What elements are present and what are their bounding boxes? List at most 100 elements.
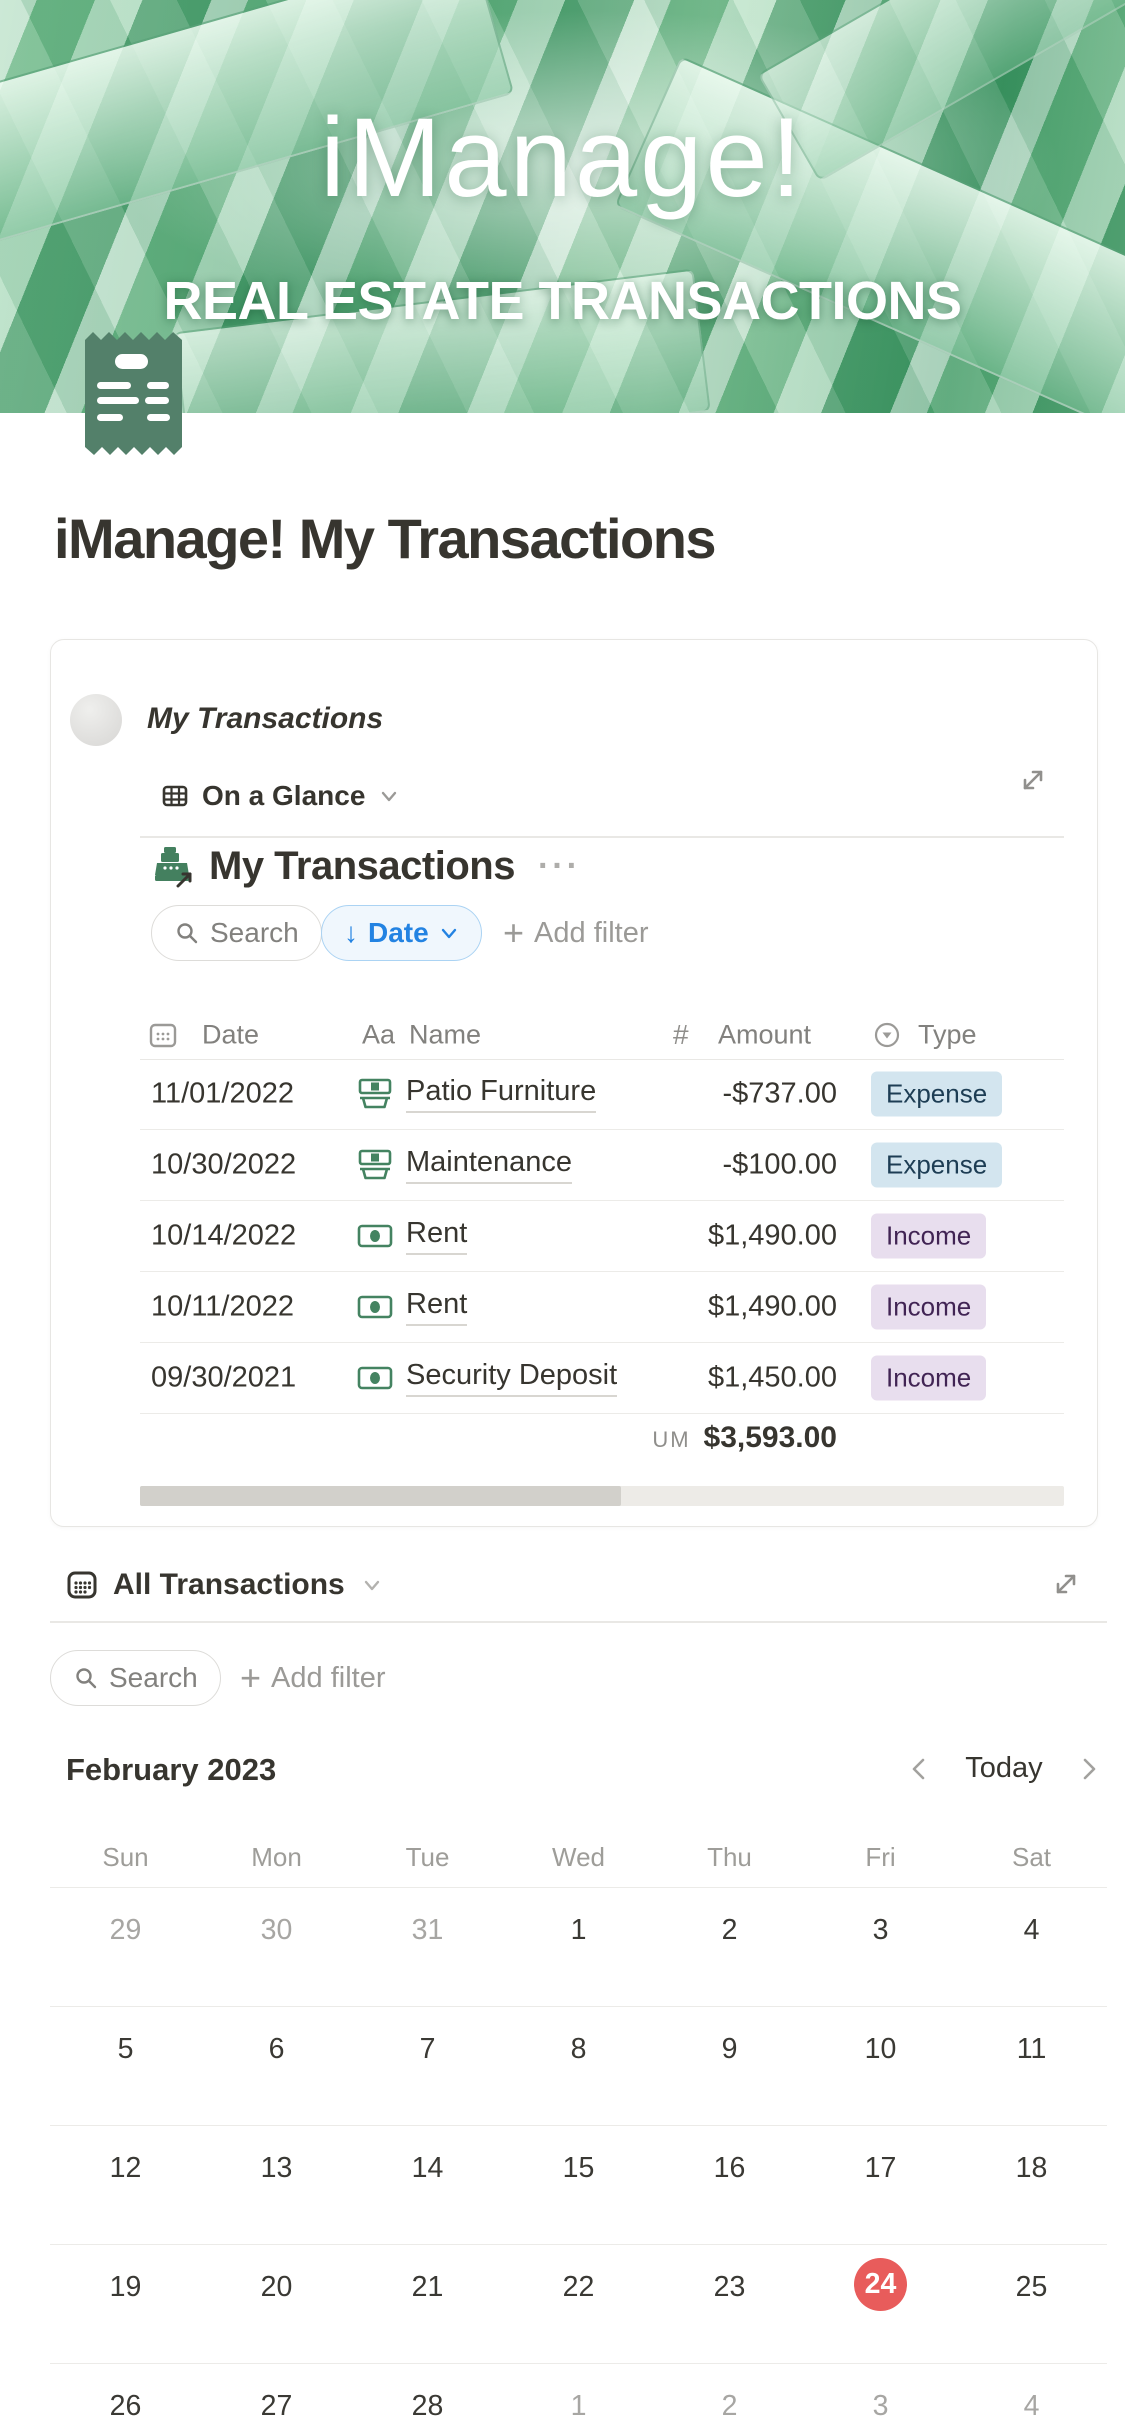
calendar-day[interactable]: 17 [864, 2152, 897, 2184]
calendar-day[interactable]: 25 [1015, 2271, 1048, 2303]
view-selector-all-transactions[interactable]: All Transactions [66, 1562, 384, 1608]
search-button[interactable]: Search [151, 905, 322, 961]
search-icon [177, 923, 198, 944]
calendar-day[interactable]: 4 [1023, 2390, 1040, 2422]
calendar-day[interactable]: 21 [411, 2271, 444, 2303]
row-name-link[interactable]: Security Deposit [406, 1359, 618, 1397]
next-month-icon[interactable] [1076, 1754, 1102, 1784]
column-header-name[interactable]: Name [409, 1019, 482, 1050]
table-row[interactable]: 10/30/2022 Maintenance -$100.00 Expense [140, 1130, 1064, 1201]
calendar-day[interactable]: 15 [562, 2152, 595, 2184]
table-row[interactable]: 10/11/2022 Rent $1,490.00 Income [140, 1272, 1064, 1343]
calendar-day[interactable]: 13 [260, 2152, 293, 2184]
type-badge[interactable]: Expense [871, 1071, 1003, 1117]
calendar-day[interactable]: 18 [1015, 2152, 1048, 2184]
weekday-label: Sun [102, 1842, 149, 1872]
today-highlight[interactable]: 24 [854, 2258, 907, 2311]
row-date[interactable]: 10/11/2022 [151, 1290, 294, 1323]
add-filter-label: Add filter [271, 1661, 386, 1694]
view-selector[interactable]: On a Glance [161, 774, 400, 818]
row-name-link[interactable]: Rent [406, 1217, 468, 1255]
view-title: All Transactions [113, 1568, 345, 1601]
calendar-day[interactable]: 10 [864, 2033, 897, 2065]
calendar-day[interactable]: 1 [570, 2390, 587, 2422]
calendar-day[interactable]: 29 [109, 1914, 142, 1946]
type-badge[interactable]: Income [871, 1284, 987, 1330]
table-row[interactable]: 10/14/2022 Rent $1,490.00 Income [140, 1201, 1064, 1272]
calendar-day[interactable]: 16 [713, 2152, 746, 2184]
calendar-day[interactable]: 9 [721, 2033, 738, 2065]
table-row[interactable]: 09/30/2021 Security Deposit $1,450.00 In… [140, 1343, 1064, 1414]
weekday-label: Wed [552, 1842, 605, 1872]
row-amount[interactable]: $1,490.00 [707, 1290, 837, 1323]
row-amount[interactable]: $1,450.00 [707, 1361, 837, 1394]
sum-label: UM [652, 1427, 691, 1452]
calendar-week: 29 30 31 1 2 3 4 [50, 1887, 1107, 2006]
row-amount[interactable]: -$737.00 [722, 1077, 838, 1110]
calendar-day[interactable]: 19 [109, 2271, 142, 2303]
expand-icon[interactable] [1019, 766, 1047, 794]
row-amount[interactable]: -$100.00 [722, 1148, 838, 1181]
sum-row[interactable]: UM $3,593.00 [140, 1410, 837, 1466]
calendar-day[interactable]: 20 [260, 2271, 293, 2303]
calendar-day[interactable]: 8 [570, 2033, 587, 2065]
calendar-day-today[interactable]: 24 [805, 2245, 956, 2363]
row-date[interactable]: 10/14/2022 [151, 1219, 297, 1252]
type-badge[interactable]: Income [871, 1355, 987, 1401]
calendar-day[interactable]: 2 [721, 2390, 738, 2422]
calendar-day[interactable]: 14 [411, 2152, 444, 2184]
row-date[interactable]: 11/01/2022 [151, 1077, 294, 1110]
calendar-day[interactable]: 5 [117, 2033, 134, 2065]
table-header-row: Date Aa Name # Amount Type [140, 1011, 1064, 1060]
cover-image[interactable]: iManage! REAL ESTATE TRANSACTIONS [0, 0, 1125, 413]
table-body: 11/01/2022 Patio Furniture -$737.00 Expe… [140, 1059, 1064, 1414]
row-name-link[interactable]: Patio Furniture [406, 1075, 597, 1113]
calendar-day[interactable]: 11 [1016, 2033, 1047, 2065]
today-button[interactable]: Today [965, 1752, 1043, 1784]
row-name-link[interactable]: Maintenance [406, 1146, 573, 1184]
horizontal-scrollbar[interactable] [140, 1486, 1064, 1506]
scrollbar-thumb[interactable] [140, 1486, 621, 1506]
receipt-icon[interactable] [85, 330, 182, 457]
calendar-day[interactable]: 3 [872, 2390, 889, 2422]
calendar-day[interactable]: 23 [713, 2271, 746, 2303]
calendar-day[interactable]: 3 [872, 1914, 889, 1946]
calendar-day[interactable]: 6 [268, 2033, 285, 2065]
calendar-day[interactable]: 27 [260, 2390, 293, 2422]
row-date[interactable]: 09/30/2021 [151, 1361, 297, 1394]
more-menu-icon[interactable]: ··· [537, 846, 581, 885]
sort-field-label: Date [368, 917, 429, 948]
add-filter-button[interactable]: + Add filter [240, 1650, 385, 1706]
calendar-day[interactable]: 22 [562, 2271, 595, 2303]
type-badge[interactable]: Expense [871, 1142, 1003, 1188]
previous-month-icon[interactable] [906, 1754, 932, 1784]
calendar-day[interactable]: 31 [411, 1914, 444, 1946]
calendar-day[interactable]: 4 [1023, 1914, 1040, 1946]
calendar-day[interactable]: 7 [419, 2033, 436, 2065]
calendar-grid: 29 30 31 1 2 3 4 5 6 7 8 9 10 11 12 13 1… [50, 1887, 1107, 2436]
column-header-date[interactable]: Date [202, 1019, 260, 1050]
type-badge[interactable]: Income [871, 1213, 987, 1259]
row-date[interactable]: 10/30/2022 [151, 1148, 297, 1181]
weekday-label: Fri [865, 1842, 896, 1872]
calendar-day[interactable]: 1 [570, 1914, 587, 1946]
search-label: Search [109, 1662, 198, 1693]
callout-circle-icon [70, 694, 122, 746]
add-filter-button[interactable]: + Add filter [503, 905, 648, 961]
calendar-day[interactable]: 12 [109, 2152, 142, 2184]
calendar-day[interactable]: 26 [109, 2390, 142, 2422]
calendar-view-icon [67, 1571, 97, 1599]
sort-date-button[interactable]: ↓ Date [321, 905, 482, 961]
calendar-day[interactable]: 30 [260, 1914, 293, 1946]
table-row[interactable]: 11/01/2022 Patio Furniture -$737.00 Expe… [140, 1059, 1064, 1130]
row-name-link[interactable]: Rent [406, 1288, 468, 1326]
column-header-amount[interactable]: Amount [718, 1019, 812, 1050]
column-header-type[interactable]: Type [918, 1019, 977, 1050]
calendar-day[interactable]: 2 [721, 1914, 738, 1946]
card-reader-icon [358, 1149, 392, 1180]
calendar-day[interactable]: 28 [411, 2390, 444, 2422]
calendar-week: 5 6 7 8 9 10 11 [50, 2006, 1107, 2125]
expand-icon[interactable] [1052, 1570, 1080, 1598]
search-button[interactable]: Search [50, 1650, 221, 1706]
row-amount[interactable]: $1,490.00 [707, 1219, 837, 1252]
